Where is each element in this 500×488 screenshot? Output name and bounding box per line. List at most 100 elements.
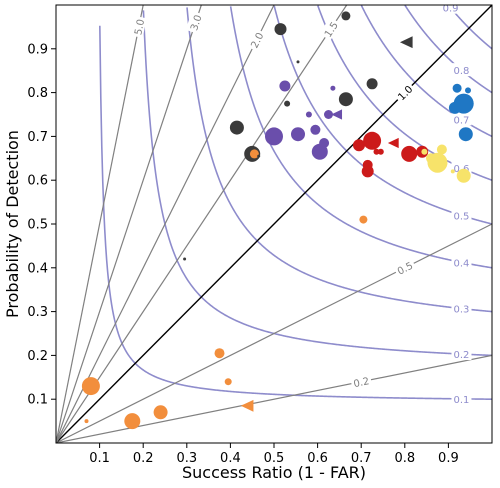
data-point (452, 83, 462, 93)
data-point (338, 92, 353, 107)
data-point (330, 85, 336, 91)
data-point (465, 87, 471, 94)
y-axis-title: Probability of Detection (3, 130, 22, 318)
bias-line (56, 223, 492, 443)
csi-contour-line (229, 6, 492, 269)
csi-contour-line (448, 5, 492, 50)
x-tick-label: 0.2 (133, 451, 154, 466)
data-point (450, 169, 455, 174)
bias-label-bg (185, 10, 205, 34)
bias-line-label: 0.2 (353, 376, 371, 390)
data-point (373, 148, 380, 155)
bias-line-label: 3.0 (189, 14, 204, 33)
x-tick-label: 0.3 (176, 451, 197, 466)
csi-contour-label: 0.7 (454, 115, 470, 126)
csi-label-bg (451, 255, 472, 269)
y-tick-label: 0.1 (27, 393, 48, 408)
csi-contour-label: 0.1 (454, 395, 470, 406)
csi-label-bg (451, 391, 472, 405)
data-point (214, 348, 225, 359)
x-tick-label: 0.4 (220, 451, 241, 466)
data-point (363, 131, 382, 150)
data-point (229, 120, 244, 135)
data-point (249, 149, 259, 159)
data-point (257, 154, 261, 158)
data-point-triangle (240, 399, 254, 412)
data-point (81, 377, 100, 396)
y-tick-label: 0.6 (27, 174, 48, 189)
y-tick-label: 0.5 (27, 218, 48, 233)
y-tick-label: 0.7 (27, 130, 48, 145)
y-tick-label: 0.9 (27, 42, 48, 57)
x-tick-label: 0.7 (351, 451, 372, 466)
data-point (265, 127, 283, 146)
csi-contour-label: 0.2 (454, 350, 470, 361)
csi-label-bg (451, 208, 472, 222)
data-point (361, 165, 374, 178)
x-axis-ticks: 0.1 0.2 0.3 0.4 0.5 0.6 0.7 0.8 0.9 (89, 443, 459, 466)
data-point-triangle (387, 137, 399, 149)
data-point (453, 93, 474, 114)
bias-label-bg (245, 27, 267, 52)
data-point (458, 127, 473, 142)
y-tick-label: 0.2 (27, 349, 48, 364)
bias-label-group: 0.2 (350, 372, 373, 390)
data-point (296, 60, 300, 64)
x-tick-label: 0.9 (438, 451, 459, 466)
bias-lines (56, 5, 492, 443)
data-point (311, 143, 328, 160)
bias-label-bg (129, 15, 147, 38)
data-point (153, 405, 168, 420)
data-point (427, 152, 448, 173)
data-point (324, 110, 333, 119)
x-tick-label: 0.6 (307, 451, 328, 466)
csi-label-bg (451, 347, 472, 361)
csi-contour-label: 0.5 (454, 211, 470, 222)
data-point (366, 78, 378, 90)
data-point (84, 419, 89, 424)
csi-label-bg (440, 0, 461, 14)
data-point-triangle (331, 109, 343, 120)
bias-line (56, 5, 492, 443)
csi-contour-line (404, 5, 492, 94)
bias-line (56, 5, 275, 443)
data-point (456, 168, 471, 183)
data-point (291, 127, 305, 142)
csi-label-bg (451, 301, 472, 315)
bias-label-bg (350, 372, 373, 390)
csi-label-bg (451, 63, 472, 77)
y-tick-label: 0.4 (27, 261, 48, 276)
data-point (341, 11, 351, 21)
data-point (359, 215, 368, 224)
y-tick-label: 0.3 (27, 305, 48, 320)
bias-line (56, 5, 144, 443)
data-point (421, 148, 428, 155)
bias-line (56, 5, 348, 443)
x-tick-label: 0.1 (89, 451, 110, 466)
bias-line-label: 5.0 (133, 18, 147, 36)
bias-label-group: 3.0 (185, 10, 205, 34)
y-tick-label: 0.8 (27, 86, 48, 101)
data-point (305, 111, 312, 118)
data-point (284, 100, 291, 107)
contour-labels: 0.10.20.30.40.50.60.70.80.90.20.51.01.52… (129, 0, 472, 406)
data-point (279, 80, 291, 92)
csi-contour-label: 0.8 (454, 66, 470, 77)
data-point (401, 145, 418, 162)
y-axis-ticks: 0.1 0.2 0.3 0.4 0.5 0.6 0.7 0.8 0.9 (27, 42, 56, 408)
csi-contour-line (186, 7, 492, 313)
bias-line (56, 354, 492, 443)
data-point (274, 23, 287, 36)
data-point (436, 144, 447, 155)
data-point (353, 139, 365, 152)
data-points (81, 11, 474, 430)
bias-label-group: 5.0 (129, 15, 147, 38)
x-tick-label: 0.5 (264, 451, 285, 466)
data-point (124, 413, 141, 430)
data-point (183, 257, 187, 261)
bias-label-bg (392, 80, 417, 104)
data-point (377, 148, 384, 155)
data-point-triangle (399, 36, 413, 49)
x-axis-title: Success Ratio (1 - FAR) (182, 463, 366, 482)
